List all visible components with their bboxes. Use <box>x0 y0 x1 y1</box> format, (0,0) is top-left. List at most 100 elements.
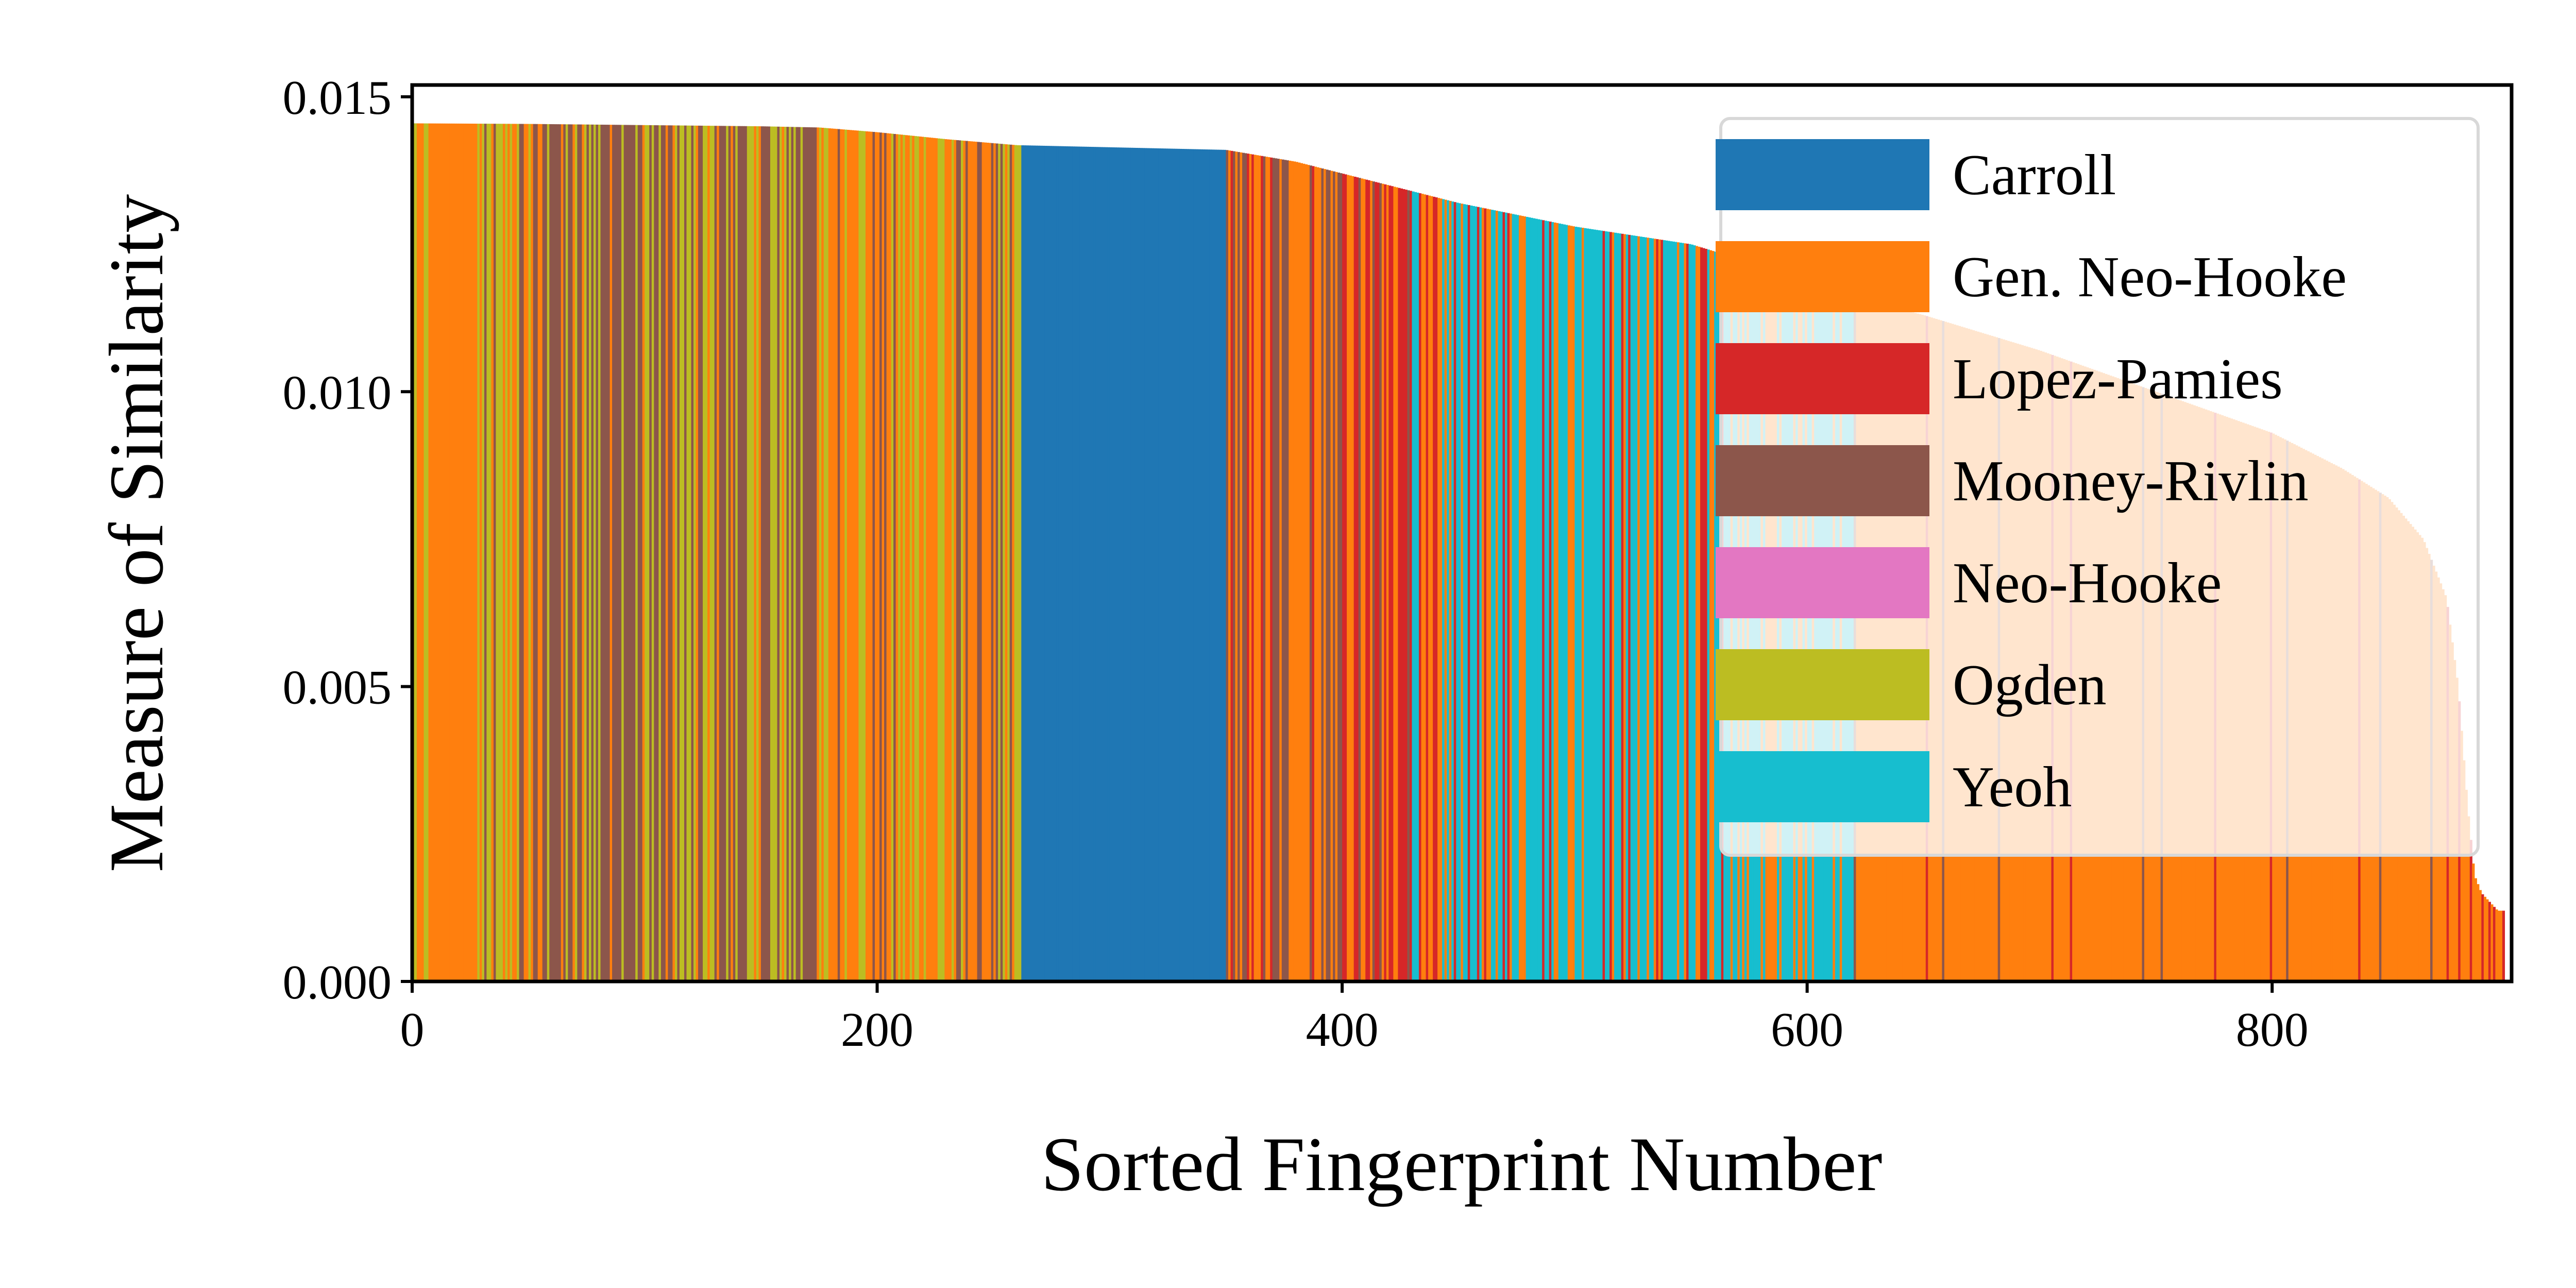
similarity-bar <box>970 141 973 981</box>
similarity-bar <box>1026 145 1029 981</box>
similarity-bar <box>1696 246 1699 981</box>
similarity-bar <box>1430 196 1433 981</box>
similarity-bar <box>586 124 589 982</box>
similarity-bar <box>958 140 961 982</box>
similarity-bar <box>1363 179 1366 981</box>
legend-swatch <box>1716 649 1929 720</box>
similarity-bar <box>721 126 724 981</box>
similarity-bar <box>1175 148 1178 981</box>
similarity-bar <box>1467 205 1470 982</box>
similarity-bar <box>1228 150 1231 981</box>
similarity-bar <box>1361 178 1364 981</box>
similarity-bar <box>1295 162 1298 981</box>
x-axis-ticks: 0 200 400 600 800 <box>400 981 2309 1057</box>
similarity-bar <box>1328 170 1331 982</box>
similarity-bar <box>1458 203 1461 981</box>
similarity-bar <box>486 124 489 981</box>
similarity-bar <box>879 132 883 982</box>
similarity-bar <box>903 134 906 981</box>
similarity-bar <box>1126 147 1129 982</box>
similarity-bar <box>1402 189 1405 982</box>
similarity-bar <box>1123 147 1127 981</box>
similarity-bar <box>1007 144 1010 982</box>
similarity-bar <box>686 125 689 981</box>
similarity-bar <box>1642 236 1645 982</box>
similarity-bar <box>2495 909 2498 981</box>
similarity-bar <box>886 133 889 982</box>
similarity-bar <box>677 125 680 981</box>
similarity-bar <box>479 124 482 982</box>
similarity-bar <box>631 125 634 982</box>
similarity-bar <box>1388 185 1392 982</box>
similarity-bar <box>591 124 594 981</box>
similarity-bar <box>660 125 664 981</box>
similarity-bar <box>1205 149 1208 981</box>
similarity-bar <box>1121 147 1124 982</box>
similarity-bar <box>1512 214 1515 982</box>
similarity-bar <box>505 124 508 982</box>
similarity-bar <box>800 127 803 981</box>
similarity-bar <box>1679 242 1682 981</box>
similarity-bar <box>914 136 917 981</box>
similarity-bar <box>1433 196 1436 982</box>
similarity-bar <box>1676 242 1680 982</box>
similarity-bar <box>1528 217 1531 982</box>
similarity-bar <box>1109 147 1112 981</box>
similarity-bar <box>942 139 945 982</box>
similarity-bar <box>1609 232 1613 981</box>
similarity-bar <box>758 126 761 982</box>
similarity-bar <box>549 124 552 981</box>
similarity-bar <box>1289 160 1292 981</box>
similarity-bar <box>1544 221 1547 982</box>
similarity-bar <box>607 125 611 982</box>
similarity-bar <box>949 139 952 981</box>
similarity-bar <box>793 127 796 981</box>
similarity-bar <box>545 124 548 982</box>
similarity-bar <box>1404 190 1408 981</box>
similarity-bar <box>1105 147 1108 982</box>
similarity-bar <box>1372 181 1375 982</box>
similarity-bar <box>1519 215 1522 981</box>
similarity-bar <box>1286 160 1289 981</box>
similarity-bar <box>819 127 822 981</box>
similarity-bar <box>1226 150 1229 982</box>
similarity-bar <box>1261 156 1264 981</box>
similarity-bar <box>1347 175 1350 981</box>
similarity-bar <box>1623 234 1626 982</box>
similarity-bar <box>668 125 671 982</box>
similarity-bar <box>1240 152 1243 981</box>
similarity-bar <box>795 127 799 982</box>
similarity-bar <box>1114 147 1117 982</box>
similarity-bar <box>523 124 527 981</box>
similarity-bar <box>1223 149 1227 982</box>
similarity-bar <box>1612 232 1615 982</box>
similarity-bar <box>596 124 599 981</box>
similarity-bar <box>556 124 559 981</box>
similarity-bar <box>1118 147 1122 981</box>
similarity-bar <box>1621 233 1624 981</box>
similarity-bar <box>786 127 789 982</box>
similarity-bar <box>1581 228 1585 982</box>
similarity-bar <box>1335 172 1338 982</box>
similarity-bar <box>865 131 869 981</box>
similarity-bar <box>961 140 964 982</box>
similarity-bar <box>1667 241 1670 981</box>
similarity-bar <box>496 124 499 982</box>
similarity-bar <box>1442 199 1445 981</box>
similarity-bar <box>1281 159 1284 981</box>
similarity-bar <box>1091 147 1094 981</box>
legend-label: Mooney-Rivlin <box>1953 449 2309 513</box>
similarity-bar <box>684 125 687 981</box>
similarity-bar <box>1651 238 1654 981</box>
similarity-bar <box>1500 211 1503 982</box>
similarity-bar <box>740 126 743 981</box>
similarity-bar <box>1395 187 1398 982</box>
similarity-bar <box>1144 148 1147 981</box>
similarity-bar <box>1256 155 1259 982</box>
similarity-bar <box>2481 894 2484 981</box>
similarity-bar <box>935 138 938 981</box>
similarity-bar <box>991 143 994 981</box>
similarity-bar <box>435 123 438 981</box>
similarity-bar <box>696 125 699 982</box>
similarity-bar <box>968 141 971 981</box>
